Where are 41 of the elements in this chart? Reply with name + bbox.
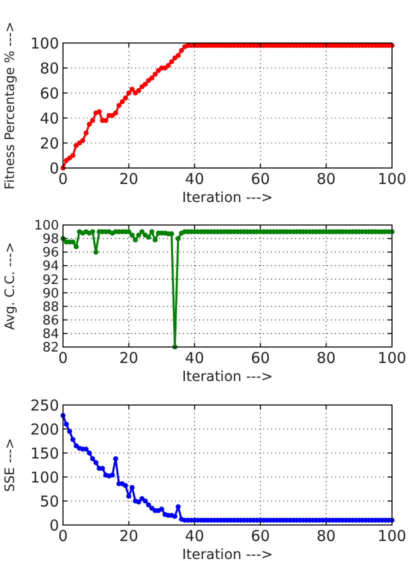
y-tick-label: 92 (42, 272, 59, 288)
x-tick-label: 80 (316, 170, 336, 188)
y-tick-label: 84 (42, 326, 59, 342)
y-tick-label: 96 (42, 246, 59, 261)
x-tick-label: 60 (250, 349, 270, 367)
x-axis-title: Iteration ---> (182, 547, 273, 561)
y-tick-label: 90 (42, 286, 59, 302)
x-axis-title: Iteration ---> (182, 369, 273, 385)
y-tick-label: 60 (40, 84, 59, 102)
y-tick-label: 86 (42, 313, 59, 328)
y-tick-label: 50 (40, 492, 59, 510)
x-tick-label: 100 (378, 527, 406, 545)
x-tick-label: 60 (250, 527, 270, 545)
y-tick-label: 150 (30, 444, 59, 462)
x-tick-label: 40 (185, 527, 204, 545)
y-axis-title: Avg. C.C. ---> (3, 242, 18, 330)
x-tick-label: 100 (378, 349, 406, 367)
x-tick-label: 80 (316, 527, 336, 545)
x-axis-title: Iteration ---> (182, 190, 273, 206)
y-tick-label: 100 (30, 34, 59, 52)
y-tick-label: 98 (42, 232, 59, 248)
y-tick-label: 40 (40, 109, 59, 128)
y-tick-label: 94 (42, 259, 59, 274)
x-tick-label: 40 (185, 170, 204, 188)
x-tick-label: 20 (119, 170, 138, 188)
y-tick-label: 88 (42, 300, 59, 315)
y-tick-label: 200 (30, 420, 59, 438)
y-axis-title: Fitness Percentage % ---> (3, 22, 18, 190)
y-tick-label: 82 (42, 340, 59, 356)
y-tick-label: 250 (30, 396, 59, 414)
x-tick-label: 80 (316, 349, 336, 367)
y-tick-label: 100 (34, 218, 59, 234)
x-tick-label: 60 (250, 170, 270, 188)
y-tick-label: 20 (40, 134, 59, 152)
y-tick-label: 100 (30, 468, 59, 486)
y-tick-label: 80 (40, 59, 59, 78)
x-tick-label: 20 (119, 527, 138, 545)
y-axis-title: SSE ---> (3, 438, 18, 492)
x-tick-label: 40 (185, 349, 204, 367)
x-tick-label: 100 (378, 170, 406, 188)
x-tick-label: 20 (119, 349, 138, 367)
